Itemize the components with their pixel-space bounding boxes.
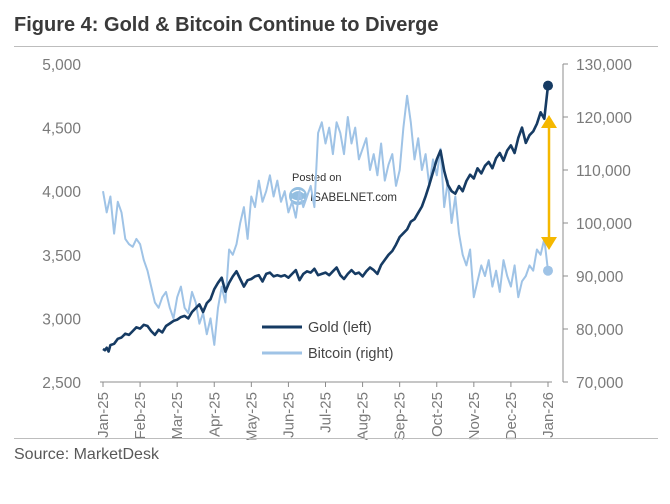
gold-end-marker — [543, 80, 553, 91]
title-divider — [14, 46, 658, 47]
gold-series-line — [102, 85, 550, 353]
y-left-tick-label: 4,000 — [42, 184, 81, 201]
x-tick-label: Sep-25 — [392, 392, 409, 440]
x-tick-label: Feb-25 — [132, 392, 149, 440]
x-tick-label: Oct-25 — [429, 392, 446, 437]
y-right-tick-label: 100,000 — [576, 216, 632, 233]
x-tick-label: Jan-25 — [95, 392, 112, 438]
x-tick-label: Jan-26 — [540, 392, 557, 438]
x-tick-label: Jul-25 — [318, 392, 335, 433]
legend: Gold (left) Bitcoin (right) — [262, 320, 393, 362]
bitcoin-series-line — [102, 94, 549, 346]
y-left-tick-label: 5,000 — [42, 57, 81, 74]
y-left-axis: 2,500 3,000 3,500 4,000 4,500 5,000 — [42, 57, 81, 392]
y-right-tick-label: 80,000 — [576, 322, 624, 339]
x-tick-label: Aug-25 — [355, 392, 372, 440]
arrow-head-up — [541, 115, 557, 128]
y-left-tick-label: 3,000 — [42, 311, 81, 328]
y-right-tick-label: 130,000 — [576, 57, 632, 74]
arrow-head-down — [541, 237, 557, 250]
x-tick-label: Jun-25 — [280, 392, 297, 438]
legend-label-bitcoin: Bitcoin (right) — [308, 346, 393, 362]
y-right-tick-label: 110,000 — [576, 163, 631, 180]
watermark-line2: ISABELNET.com — [310, 192, 397, 204]
divergence-arrow — [541, 115, 557, 250]
page-title: Figure 4: Gold & Bitcoin Continue to Div… — [14, 14, 439, 36]
y-right-axis: 70,000 80,000 90,000 100,000 110,000 120,000 1… — [563, 57, 632, 392]
source-note: Source: MarketDesk — [14, 446, 159, 463]
x-tick-label: Nov-25 — [466, 392, 483, 440]
footer-divider — [14, 438, 658, 439]
legend-label-gold: Gold (left) — [308, 320, 372, 336]
y-right-tick-label: 70,000 — [576, 375, 624, 392]
y-left-tick-label: 2,500 — [42, 375, 81, 392]
y-left-tick-label: 3,500 — [42, 248, 81, 265]
x-tick-label: Dec-25 — [503, 392, 520, 440]
y-right-tick-label: 90,000 — [576, 269, 624, 286]
x-tick-label: Mar-25 — [169, 392, 186, 440]
bitcoin-end-marker — [543, 265, 553, 276]
x-tick-label: Apr-25 — [206, 392, 223, 437]
y-left-tick-label: 4,500 — [42, 121, 81, 138]
chart: 2,500 3,000 3,500 4,000 4,500 5,000 70,000 80,… — [42, 57, 632, 440]
x-tick-label: May-25 — [243, 392, 260, 440]
x-axis: Jan-25 Feb-25 Mar-25 Apr-25 May-25 Jun-25 Jul-… — [95, 382, 557, 440]
y-right-tick-label: 120,000 — [576, 110, 632, 127]
